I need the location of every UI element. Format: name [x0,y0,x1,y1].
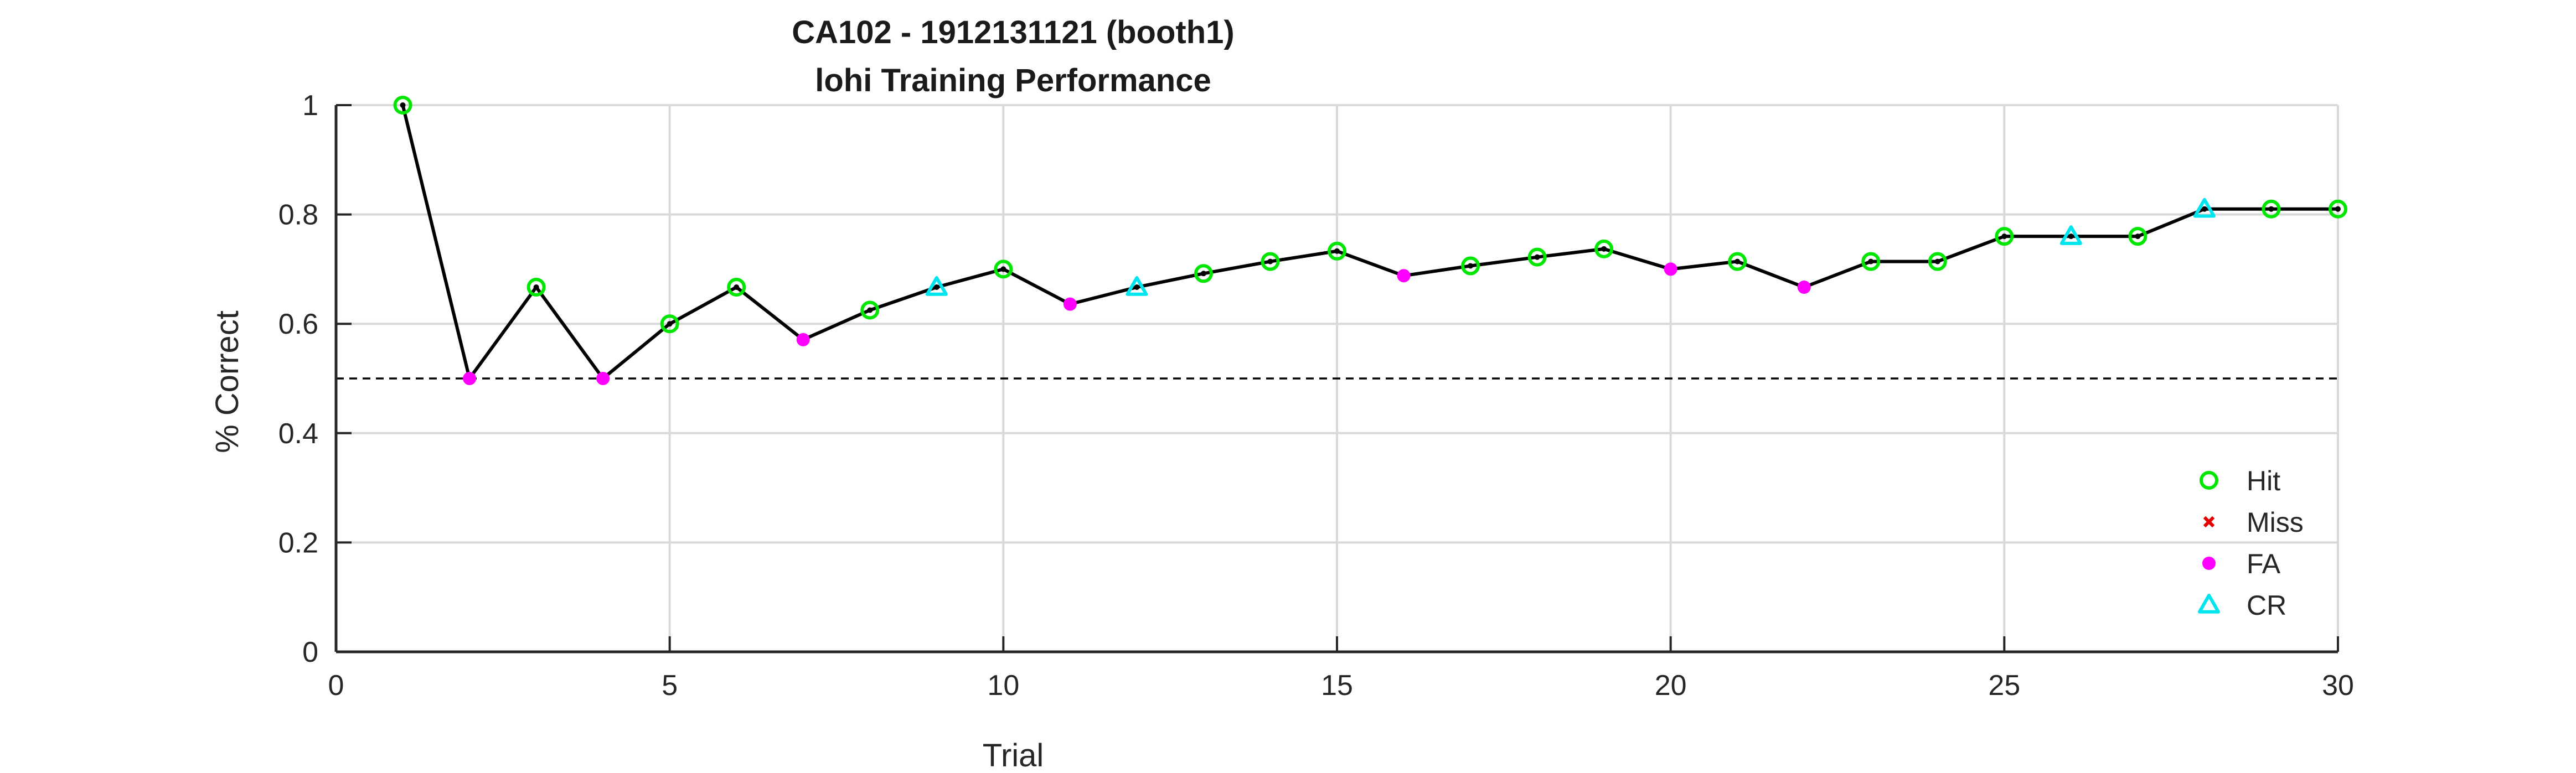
trial-point-center [1200,271,1206,277]
trial-marker-hit [1728,252,1747,271]
legend-label-cr: CR [2247,590,2286,621]
trial-point-center [1000,266,1006,272]
trial-point-center [1468,263,1474,269]
trial-marker-cr [925,276,948,296]
trial-point-center [933,284,939,290]
trial-marker-fa [796,333,810,346]
trial-point-center [2068,234,2074,240]
x-tick-label: 15 [1321,670,1353,702]
performance-line [401,105,2338,380]
legend-marker-hit [2200,471,2218,490]
x-axis-ticks: 0 5 10 15 20 25 30 [328,636,2354,702]
trial-point-center [1868,258,1874,264]
trial-point-center [734,284,740,290]
series-line [401,105,2338,380]
trial-marker-fa [1664,262,1677,276]
y-tick-label: 0.8 [278,199,318,231]
y-tick-label: 0.4 [278,418,318,450]
trial-point-center [2135,234,2141,240]
x-tick-label: 0 [328,670,344,702]
trial-marker-hit [1461,256,1480,276]
trial-marker-hit [727,278,746,297]
trial-marker-hit [2329,199,2347,219]
trial-point-center [1267,258,1273,264]
legend-marker-cr [2198,594,2220,614]
trial-markers [393,96,2347,385]
y-tick-label: 0.2 [278,527,318,559]
trial-marker-fa [463,372,477,385]
trial-marker-fa [1797,281,1811,294]
trial-marker-fa [1063,297,1077,311]
y-axis-ticks: 0 0.2 0.4 0.6 0.8 1 [278,90,352,668]
legend-marker-fa [2202,557,2216,570]
legend-marker-miss [2203,516,2215,528]
trial-marker-fa [596,372,610,385]
x-tick-label: 5 [662,670,678,702]
trial-marker-hit [1928,252,1947,271]
trial-marker-cr [2193,198,2216,218]
legend-label-miss: Miss [2247,507,2304,538]
trial-point-center [2001,234,2007,240]
trial-point-center [1601,246,1607,252]
y-axis-label: % Correct [209,310,245,453]
trial-marker-hit [1995,227,2014,246]
y-tick-label: 1 [302,90,318,122]
y-tick-label: 0 [302,636,318,668]
trial-point-center [400,102,406,108]
trial-point-center [867,307,873,313]
trial-marker-hit [660,314,679,334]
trial-point-center [2335,206,2341,212]
legend-label-fa: FA [2247,548,2281,579]
trial-marker-hit [2128,227,2147,246]
trial-marker-hit [1861,252,1881,271]
trial-marker-hit [1594,239,1614,258]
trial-point-center [533,284,539,290]
trial-marker-fa [1397,269,1411,283]
trial-point-center [2201,206,2207,212]
legend-label-hit: Hit [2247,465,2280,496]
trial-marker-hit [860,300,880,320]
trial-marker-hit [994,260,1013,279]
x-tick-label: 10 [987,670,1019,702]
chart-subtitle: lohi Training Performance [815,63,1211,98]
trial-marker-hit [1261,252,1280,271]
trial-point-center [1734,258,1741,264]
x-axis-label: Trial [983,738,1044,773]
trial-marker-hit [1194,264,1213,283]
trial-marker-hit [2262,199,2281,219]
trial-point-center [1134,284,1140,290]
trial-marker-hit [1328,241,1346,261]
trial-point-center [1534,254,1540,260]
trial-marker-hit [393,96,412,115]
trial-point-center [667,321,673,327]
legend: Hit Miss FA CR [2198,465,2304,621]
trial-marker-cr [1126,276,1148,296]
trial-marker-cr [2059,225,2082,245]
chart-title: CA102 - 1912131121 (booth1) [792,14,1234,50]
y-tick-label: 0.6 [278,308,318,340]
x-tick-label: 25 [1988,670,2020,702]
trial-point-center [2268,206,2274,212]
x-tick-label: 30 [2322,670,2354,702]
trial-marker-hit [1527,247,1547,267]
trial-point-center [1934,258,1940,264]
trial-marker-hit [526,278,546,297]
trial-point-center [1334,248,1340,254]
x-tick-label: 20 [1655,670,1687,702]
